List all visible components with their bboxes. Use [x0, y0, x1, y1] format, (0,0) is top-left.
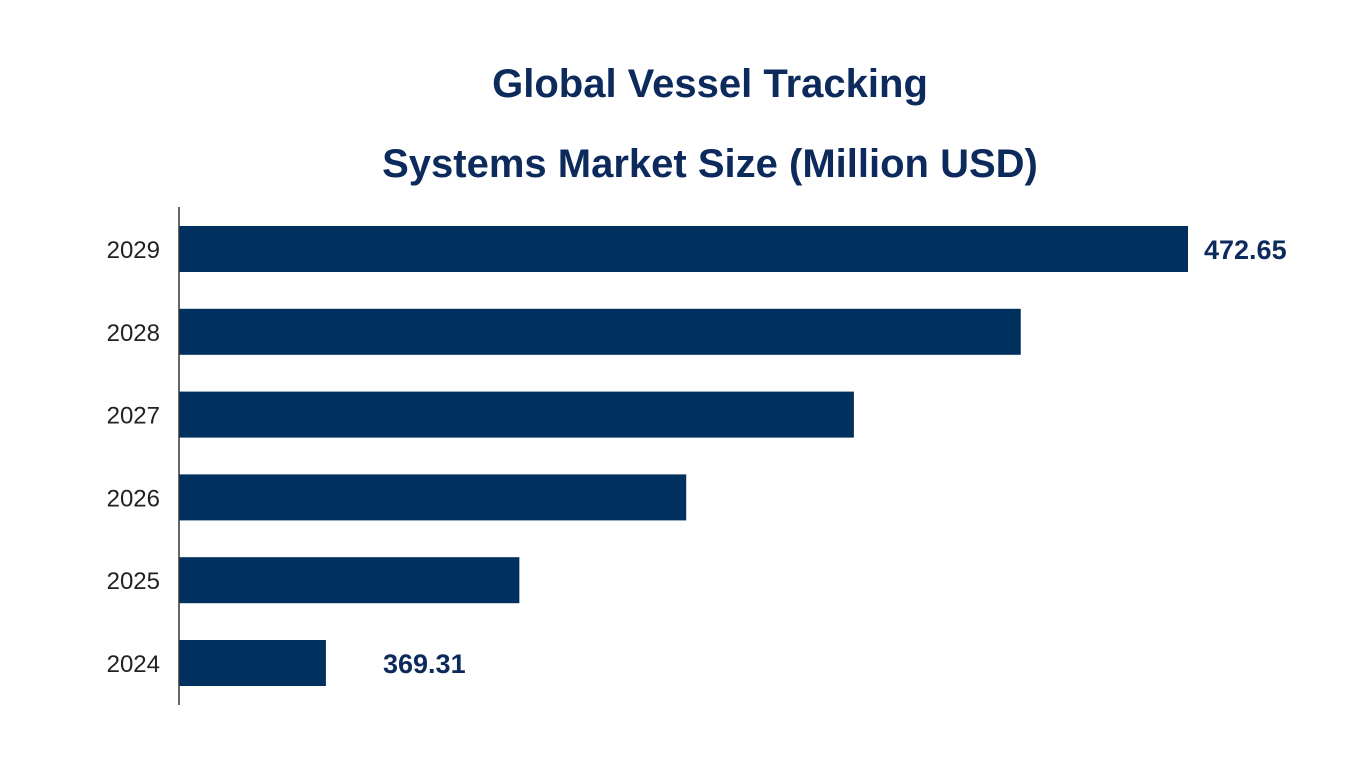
tick-label-2025: 2025 [107, 568, 160, 595]
chart-title-line-1: Global Vessel Tracking [492, 62, 928, 106]
data-label-2029: 472.65 [1204, 235, 1287, 265]
bar-2026 [179, 474, 687, 521]
tick-label-2024: 2024 [107, 651, 160, 678]
tick-label-2028: 2028 [107, 320, 160, 347]
bar-2029 [179, 226, 1188, 272]
bar-2025 [179, 557, 520, 604]
tick-label-2029: 2029 [107, 237, 160, 264]
tick-label-2026: 2026 [107, 485, 160, 512]
bar-2024 [179, 640, 326, 686]
data-label-2024: 369.31 [383, 649, 466, 679]
bar-2028 [179, 308, 1021, 355]
chart-title-line-2: Systems Market Size (Million USD) [382, 142, 1038, 186]
tick-label-2027: 2027 [107, 403, 160, 430]
bar-2027 [179, 391, 854, 438]
